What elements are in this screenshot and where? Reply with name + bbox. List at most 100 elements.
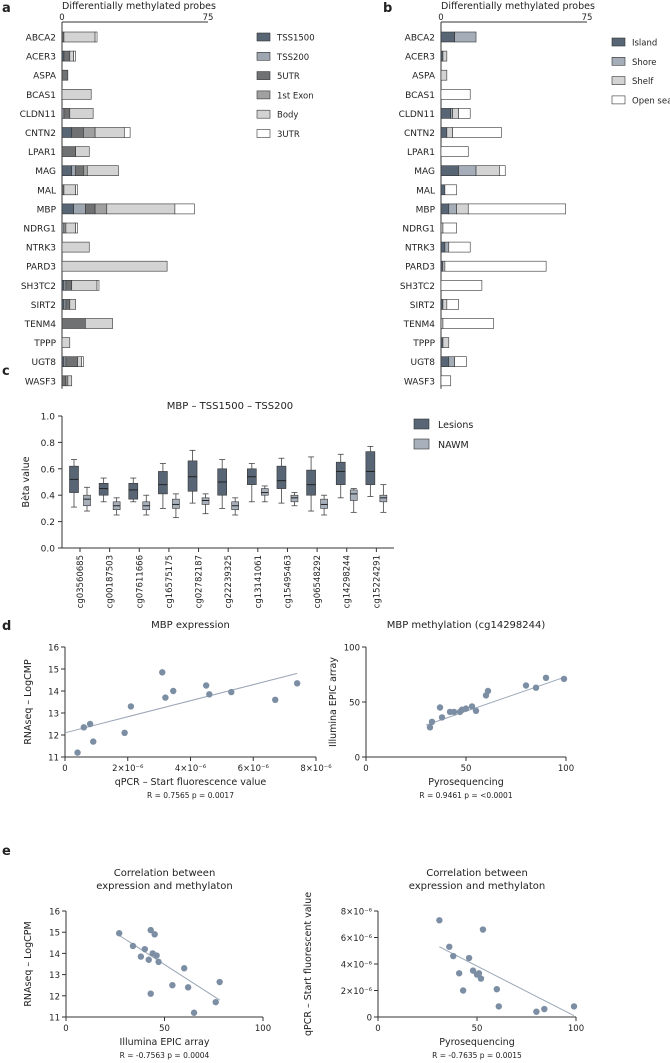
box-lesions-cg14298244 xyxy=(335,461,346,485)
bar-segment-mbp-5utr xyxy=(85,203,96,215)
x-tick-label-cg13141061: cg13141061 xyxy=(254,555,264,608)
data-point xyxy=(170,687,177,695)
bar-segment-pard3-body xyxy=(61,260,168,272)
data-point xyxy=(570,1003,578,1010)
bar-segment-cntn2-open-sea xyxy=(452,127,502,138)
legend-label-3utr: 3UTR xyxy=(277,130,300,140)
legend-swatch-shelf xyxy=(611,76,626,85)
bar-segment-mal-open-sea xyxy=(444,184,457,196)
data-point xyxy=(90,738,97,745)
box-nawm-cg15495463 xyxy=(290,494,299,503)
category-label-ntrk3: NTRK3 xyxy=(405,244,435,254)
y-tick-label: 14 xyxy=(49,950,60,960)
bar-segment-cntn2-island xyxy=(440,127,448,138)
legend-label-open-sea: Open sea xyxy=(632,96,670,106)
data-point xyxy=(426,724,434,731)
x-tick-label: 100 xyxy=(255,1024,271,1034)
bar-segment-abca2-3utr xyxy=(94,31,98,43)
data-point xyxy=(74,749,81,756)
box-lesions-cg16575175 xyxy=(158,471,168,495)
bar-segment-mag-island xyxy=(440,165,459,176)
bar-segment-mbp-shore xyxy=(448,203,457,215)
category-label-ugt8: UGT8 xyxy=(32,358,57,368)
x-tick-label-cg14298244: cg14298244 xyxy=(343,555,353,608)
category-label-cntn2: CNTN2 xyxy=(404,129,435,139)
box-nawm-cg13141061 xyxy=(261,488,269,496)
bar-segment-cldn11-open-sea xyxy=(458,108,471,119)
bar-segment-cntn2-3utr xyxy=(123,127,131,138)
category-label-cldn11: CLDN11 xyxy=(20,110,56,120)
bar-segment-mag-tss200 xyxy=(71,165,76,176)
data-point xyxy=(468,703,476,710)
data-point xyxy=(455,970,463,977)
bar-segment-abca2-shore xyxy=(454,31,477,43)
bar-segment-sh3tc2-5utr xyxy=(65,279,73,291)
y-tick-label: 4×10⁻⁶ xyxy=(341,961,373,971)
x-tick-label: 0 xyxy=(438,13,443,23)
legend-label-1st-exon: 1st Exon xyxy=(277,91,314,101)
x-tick-label: 0 xyxy=(375,1024,380,1034)
bar-segment-ugt8-5utr xyxy=(65,356,78,368)
scatter-title-line: expression and methylaton xyxy=(409,881,545,892)
box-lesions-cg06548292 xyxy=(306,469,316,496)
x-tick-label: 50 xyxy=(461,764,472,774)
y-tick-label: 1.0 xyxy=(41,413,56,423)
legend-swatch-3utr xyxy=(256,129,271,138)
data-point xyxy=(86,720,94,728)
bar-segment-wasf3-body xyxy=(67,375,73,387)
panel-letter-b: b xyxy=(383,1,392,16)
bar-segment-mag-shelf xyxy=(475,165,500,176)
bar-segment-lpar1-open-sea xyxy=(440,146,469,157)
category-label-mbp: MBP xyxy=(37,205,57,215)
x-tick-label: 0 xyxy=(59,13,64,23)
category-label-lpar1: LPAR1 xyxy=(28,148,56,158)
bar-segment-abca2-island xyxy=(440,31,455,43)
bar-segment-cntn2-tss1500 xyxy=(61,127,73,138)
data-point xyxy=(272,696,279,703)
x-tick-label: 75 xyxy=(203,13,214,23)
bar-segment-ndrg1-body xyxy=(65,222,76,234)
x-tick-label: 100 xyxy=(558,764,574,774)
y-tick-label: 0.4 xyxy=(41,492,56,502)
x-tick-label: 100 xyxy=(568,1024,584,1034)
data-point xyxy=(147,990,154,997)
bar-segment-ntrk3-body xyxy=(61,241,90,253)
x-axis-label: qPCR – Start fluorescence value xyxy=(115,777,267,788)
data-point xyxy=(541,1005,548,1013)
bar-segment-ugt8-shore xyxy=(448,356,455,368)
regression-line xyxy=(64,672,298,734)
y-axis-label: RNAseq – LogCMP xyxy=(23,659,34,745)
data-point xyxy=(533,1008,540,1015)
box-lesions-cg02782187 xyxy=(187,460,198,492)
legend-swatch-nawm xyxy=(413,438,430,450)
panel-letter-d: d xyxy=(2,619,11,634)
bar-segment-acer3-3utr xyxy=(73,50,76,62)
data-point xyxy=(469,967,477,974)
y-tick-label: 11 xyxy=(49,1014,60,1024)
data-point xyxy=(216,978,223,986)
scatter-title-line: Correlation between xyxy=(114,868,216,879)
bar-segment-aspa-shelf xyxy=(440,69,448,81)
data-point xyxy=(169,982,176,989)
y-tick-label: 50 xyxy=(349,699,360,709)
bar-segment-mbp-body xyxy=(106,203,176,215)
panel-e-epic-correlation-scatter: Correlation between expression and methyl… xyxy=(23,868,271,1060)
bar-segment-tenm4-5utr xyxy=(61,318,86,329)
bar-segment-mag-5utr xyxy=(75,165,84,176)
data-point xyxy=(129,942,137,950)
x-tick-label: 4×10⁻⁶ xyxy=(175,764,207,774)
data-point xyxy=(479,926,487,933)
data-point xyxy=(141,945,148,953)
data-point xyxy=(190,1009,198,1016)
y-tick-label: 13 xyxy=(49,971,60,981)
bar-segment-ntrk3-island xyxy=(440,241,446,253)
data-point xyxy=(477,975,485,982)
panel-d-mbp-methylation-scatter: MBP methylation (cg14298244) 0 50 100 0 50 100… xyxy=(328,620,574,800)
data-point xyxy=(121,729,128,736)
bar-chart-title: Differentially methylated probes xyxy=(441,1,595,12)
y-tick-label: 6×10⁻⁶ xyxy=(341,934,373,944)
x-tick-label: 50 xyxy=(472,1024,483,1034)
x-tick-label-cg03560685: cg03560685 xyxy=(76,555,86,608)
y-tick-label: 16 xyxy=(48,644,59,654)
y-axis-label: Bèta value xyxy=(21,456,32,507)
